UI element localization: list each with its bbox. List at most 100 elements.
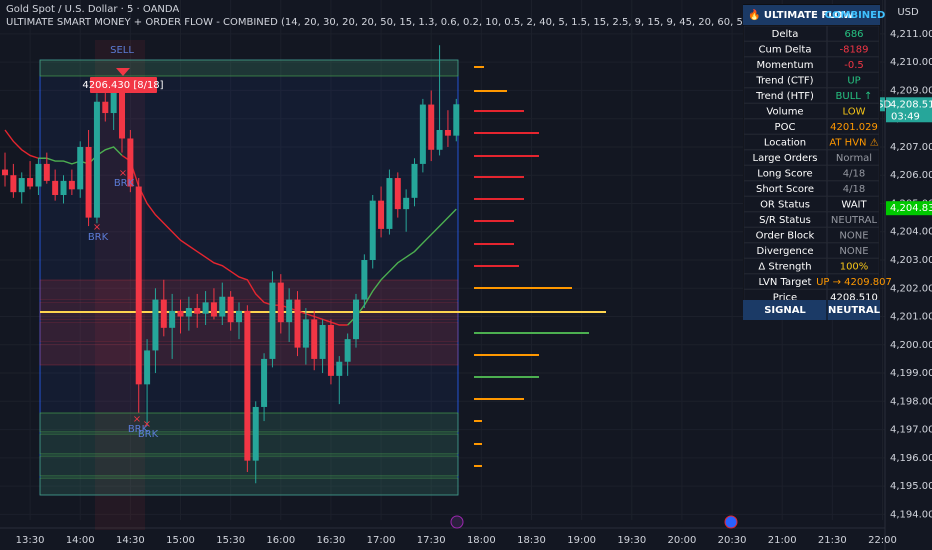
candle-body — [227, 296, 234, 323]
x-tick-label: 20:30 — [718, 535, 747, 546]
table-value: 686 — [844, 29, 863, 40]
candle-body — [353, 299, 360, 340]
y-tick-label: 4,195.000 — [890, 481, 932, 492]
y-tick-label: 4,194.000 — [890, 509, 932, 520]
break-cross: × — [143, 419, 151, 430]
table-row — [743, 227, 880, 243]
table-row — [743, 134, 880, 150]
table-value: NONE — [839, 246, 868, 257]
candle-body — [144, 350, 151, 385]
x-tick-label: 16:00 — [266, 535, 295, 546]
table-value: 4208.510 — [830, 293, 878, 304]
table-value: 4201.029 — [830, 122, 878, 133]
table-label: Trend (CTF) — [755, 76, 813, 87]
candle-body — [344, 339, 351, 362]
x-tick-label: 22:00 — [868, 535, 897, 546]
table-label: Short Score — [756, 184, 814, 195]
table-label: Delta — [772, 29, 799, 40]
candle-body — [453, 104, 460, 136]
table-value: WAIT — [841, 200, 867, 211]
supply-zone — [39, 59, 459, 77]
candle-body — [236, 310, 243, 323]
y-tick-label: 4,211.000 — [890, 29, 932, 40]
table-value: AT HVN ⚠ — [829, 138, 878, 149]
break-cross: × — [133, 414, 141, 425]
x-tick-label: 17:00 — [367, 535, 396, 546]
y-tick-label: 4,206.000 — [890, 170, 932, 181]
price-label-box — [886, 97, 932, 112]
table-value: -0.5 — [844, 60, 864, 71]
table-label: Trend (HTF) — [755, 91, 814, 102]
table-value: BULL ↑ — [836, 91, 873, 102]
y-tick-label: 4,204.000 — [890, 227, 932, 238]
price-label: 4,208.510 — [890, 99, 932, 110]
candle-body — [219, 296, 226, 317]
candle-body — [93, 101, 100, 218]
x-tick-label: 18:30 — [517, 535, 546, 546]
price-label: 4,204.833 — [890, 203, 932, 214]
sell-marker — [116, 68, 130, 76]
candle-body — [35, 163, 42, 187]
candle-body — [52, 180, 59, 195]
table-value: 100% — [840, 262, 869, 273]
candle-body — [386, 178, 393, 229]
table-row — [743, 258, 880, 274]
table-label: Volume — [766, 107, 803, 118]
table-label: POC — [775, 122, 796, 133]
candle-body — [18, 178, 25, 193]
candle-body — [428, 104, 435, 150]
x-tick-label: 17:30 — [417, 535, 446, 546]
table-row — [743, 242, 880, 259]
candle-body — [378, 200, 385, 229]
y-tick-label: 4,196.000 — [890, 453, 932, 464]
table-label: Price — [773, 293, 797, 304]
currency[interactable]: USD — [897, 7, 919, 18]
candle-body — [110, 90, 117, 114]
candle-body — [302, 319, 309, 348]
candle-body — [185, 308, 192, 317]
countdown: 03:49 — [891, 111, 920, 122]
candle-body — [286, 299, 293, 323]
countdown-box — [886, 110, 932, 123]
y-tick-label: 4,202.000 — [890, 283, 932, 294]
x-tick-label: 18:00 — [467, 535, 496, 546]
candle-body — [361, 260, 368, 300]
x-tick-label: 19:00 — [567, 535, 596, 546]
candle-body — [119, 90, 126, 139]
table-label: Order Block — [756, 231, 815, 242]
candle-body — [160, 299, 167, 328]
candle-body — [327, 325, 334, 376]
candle-body — [27, 178, 34, 187]
candle-body — [411, 163, 418, 198]
moving-average — [4, 129, 348, 326]
table-label: LVN Target — [759, 277, 812, 288]
x-tick-label: 13:30 — [16, 535, 45, 546]
table-row — [743, 118, 880, 135]
price-label-box — [886, 201, 932, 216]
table-row — [743, 72, 880, 88]
y-tick-label: 4,198.000 — [890, 396, 932, 407]
table-value: NONE — [839, 231, 868, 242]
candle-body — [127, 138, 134, 187]
y-tick-label: 4,201.000 — [890, 312, 932, 323]
annotation: BRK — [138, 429, 159, 440]
indicator-title: ULTIMATE SMART MONEY + ORDER FLOW - COMB… — [6, 17, 873, 28]
candle-body — [436, 130, 443, 150]
table-row — [743, 41, 880, 57]
table-label: Δ Strength — [758, 262, 811, 273]
break-cross: × — [93, 222, 101, 233]
signal-row — [743, 300, 880, 320]
candle-body — [68, 180, 75, 190]
x-tick-label: 16:30 — [317, 535, 346, 546]
annotation: 4206.430 [8/18] — [82, 80, 163, 91]
candle-body — [311, 319, 318, 359]
candle-body — [60, 180, 67, 195]
x-tick-label: 14:30 — [116, 535, 145, 546]
table-label: Large Orders — [753, 153, 818, 164]
table-header — [743, 5, 880, 25]
table-value: Normal — [836, 153, 872, 164]
table-label: Long Score — [757, 169, 812, 180]
candle-body — [319, 325, 326, 359]
candle-body — [444, 130, 451, 136]
table-value: NEUTRAL — [831, 215, 878, 226]
